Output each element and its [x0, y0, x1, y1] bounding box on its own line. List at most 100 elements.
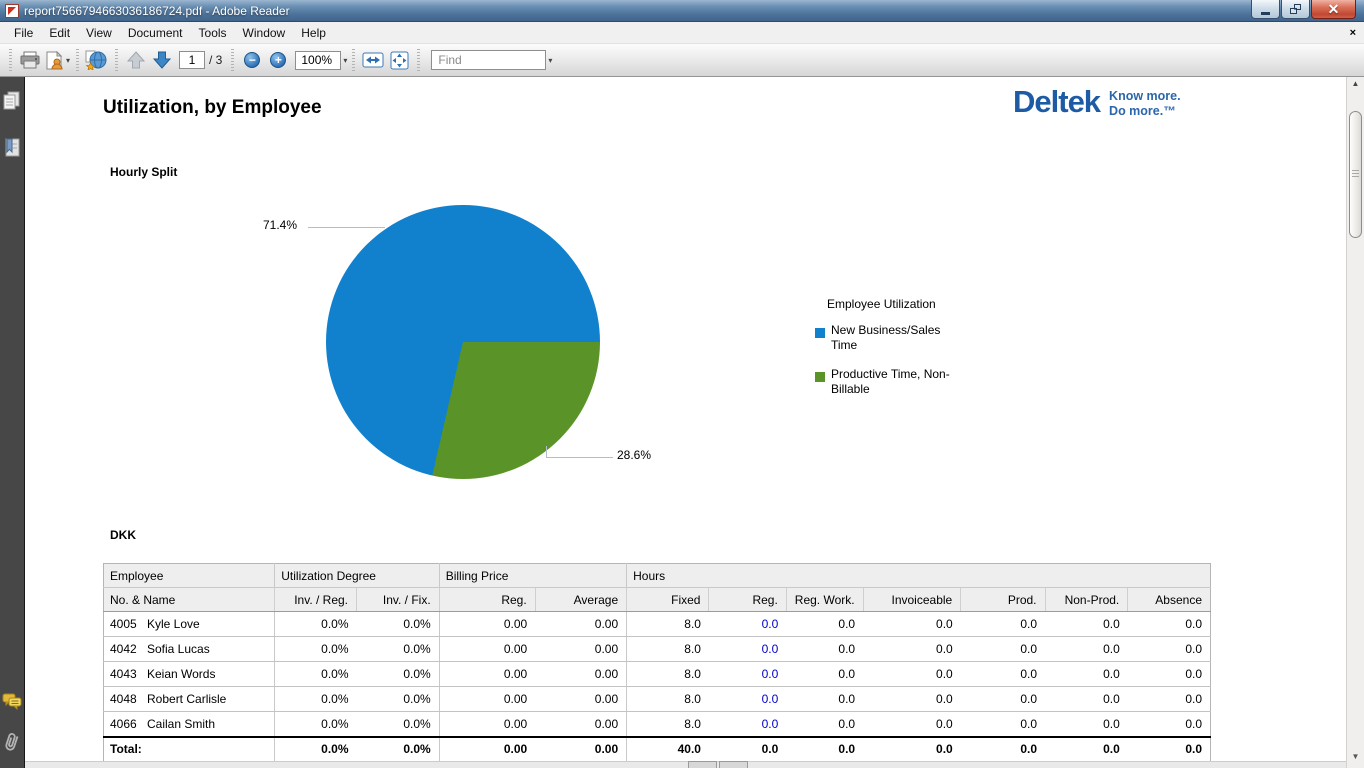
toolbar-grip[interactable] — [352, 49, 355, 71]
scrollbar-grip — [1352, 170, 1359, 178]
menu-window[interactable]: Window — [235, 23, 294, 43]
pages-panel-button[interactable] — [3, 91, 21, 116]
value-cell: 8.0 — [627, 712, 709, 737]
reg-hours-link[interactable]: 0.0 — [709, 637, 786, 662]
scroll-up-icon[interactable]: ▲ — [1347, 79, 1364, 93]
menu-tools[interactable]: Tools — [191, 23, 235, 43]
document-page: Utilization, by Employee Deltek Know mor… — [25, 77, 1346, 768]
reg-hours-link[interactable]: 0.0 — [709, 662, 786, 687]
fit-width-button[interactable] — [361, 47, 385, 73]
value-cell: 8.0 — [627, 612, 709, 637]
menu-edit[interactable]: Edit — [41, 23, 78, 43]
value-cell: 0.0 — [709, 737, 786, 762]
fit-page-icon — [390, 51, 409, 70]
value-cell: 0.00 — [439, 712, 535, 737]
next-page-button[interactable] — [150, 47, 174, 73]
value-cell: 0.00 — [535, 712, 626, 737]
find-input[interactable] — [431, 50, 546, 70]
scroll-button[interactable] — [688, 761, 717, 768]
toolbar-grip[interactable] — [231, 49, 234, 71]
share-caret-icon[interactable]: ▾ — [66, 56, 70, 65]
toolbar-grip[interactable] — [76, 49, 79, 71]
zoom-out-button[interactable]: − — [240, 47, 264, 73]
employee-cell: 4005Kyle Love — [104, 612, 275, 637]
scroll-down-icon[interactable]: ▼ — [1347, 752, 1364, 766]
collaborate-button[interactable] — [85, 47, 109, 73]
value-cell: 0.0 — [1128, 637, 1211, 662]
value-cell: 0.0 — [961, 662, 1045, 687]
arrow-up-icon — [126, 50, 146, 70]
scrollbar-thumb[interactable] — [1349, 111, 1362, 238]
scroll-button[interactable] — [719, 761, 748, 768]
menu-view[interactable]: View — [78, 23, 120, 43]
total-label: Total: — [104, 737, 275, 762]
menu-file[interactable]: File — [6, 23, 41, 43]
logo-brand-text: Deltek — [1013, 85, 1100, 119]
legend-title: Employee Utilization — [827, 297, 980, 311]
table-row: 4048Robert Carlisle0.0%0.0%0.000.008.00.… — [104, 687, 1211, 712]
previous-page-button[interactable] — [124, 47, 148, 73]
value-cell: 0.0 — [863, 662, 961, 687]
pie-data-label-green: 28.6% — [617, 448, 651, 462]
horizontal-scrollbar[interactable] — [25, 761, 1346, 768]
main-area: Utilization, by Employee Deltek Know mor… — [0, 77, 1364, 768]
value-cell: 0.0 — [786, 662, 863, 687]
fit-page-button[interactable] — [387, 47, 411, 73]
page-count-label: / 3 — [209, 53, 222, 67]
value-cell: 0.0 — [1045, 612, 1128, 637]
table-row: 4066Cailan Smith0.0%0.0%0.000.008.00.00.… — [104, 712, 1211, 737]
value-cell: 0.0 — [1045, 737, 1128, 762]
reg-hours-link[interactable]: 0.0 — [709, 612, 786, 637]
vertical-scrollbar[interactable]: ▲ ▼ — [1346, 77, 1364, 768]
toolbar: ▾ / 3 − — [0, 44, 1364, 77]
value-cell: 0.0 — [1128, 712, 1211, 737]
value-cell: 0.00 — [439, 662, 535, 687]
comments-panel-button[interactable] — [2, 693, 22, 715]
zoom-level-select[interactable]: 100% — [295, 51, 341, 70]
minimize-button[interactable] — [1251, 0, 1280, 19]
col-header: Average — [535, 588, 626, 612]
share-document-button[interactable]: ▾ — [44, 47, 70, 73]
attachments-panel-button[interactable] — [3, 731, 21, 758]
value-cell: 0.0 — [961, 612, 1045, 637]
reg-hours-link[interactable]: 0.0 — [709, 687, 786, 712]
bookmarks-panel-button[interactable] — [3, 138, 21, 164]
value-cell: 0.0% — [275, 612, 357, 637]
utilization-table: Employee Utilization Degree Billing Pric… — [103, 563, 1211, 763]
value-cell: 0.0 — [1045, 712, 1128, 737]
menu-bar: File Edit View Document Tools Window Hel… — [0, 22, 1364, 44]
group-header-hours: Hours — [627, 564, 1211, 588]
close-document-icon[interactable]: × — [1350, 27, 1356, 39]
pie-data-label-blue: 71.4% — [263, 218, 297, 232]
menu-document[interactable]: Document — [120, 23, 191, 43]
value-cell: 0.0% — [275, 637, 357, 662]
find-caret-icon[interactable]: ▾ — [548, 56, 552, 65]
zoom-in-button[interactable]: + — [266, 47, 290, 73]
col-header: Invoiceable — [863, 588, 961, 612]
table-group-header-row: Employee Utilization Degree Billing Pric… — [104, 564, 1211, 588]
value-cell: 0.00 — [439, 637, 535, 662]
close-button[interactable]: ✕ — [1311, 0, 1356, 19]
pie-chart — [326, 205, 600, 479]
value-cell: 0.0% — [357, 737, 440, 762]
col-header: Fixed — [627, 588, 709, 612]
reg-hours-link[interactable]: 0.0 — [709, 712, 786, 737]
value-cell: 0.00 — [535, 637, 626, 662]
value-cell: 0.0 — [786, 712, 863, 737]
employee-cell: 4042Sofia Lucas — [104, 637, 275, 662]
toolbar-grip[interactable] — [115, 49, 118, 71]
value-cell: 0.00 — [439, 612, 535, 637]
value-cell: 0.0 — [786, 687, 863, 712]
print-button[interactable] — [18, 47, 42, 73]
value-cell: 0.0% — [357, 637, 440, 662]
menu-help[interactable]: Help — [293, 23, 334, 43]
collaborate-globe-icon — [85, 50, 109, 70]
restore-button[interactable] — [1281, 0, 1310, 19]
page-number-input[interactable] — [179, 51, 205, 69]
employee-cell: 4066Cailan Smith — [104, 712, 275, 737]
value-cell: 0.0 — [786, 737, 863, 762]
zoom-caret-icon[interactable]: ▾ — [343, 56, 347, 65]
toolbar-grip[interactable] — [9, 49, 12, 71]
toolbar-grip[interactable] — [417, 49, 420, 71]
value-cell: 0.0 — [786, 637, 863, 662]
